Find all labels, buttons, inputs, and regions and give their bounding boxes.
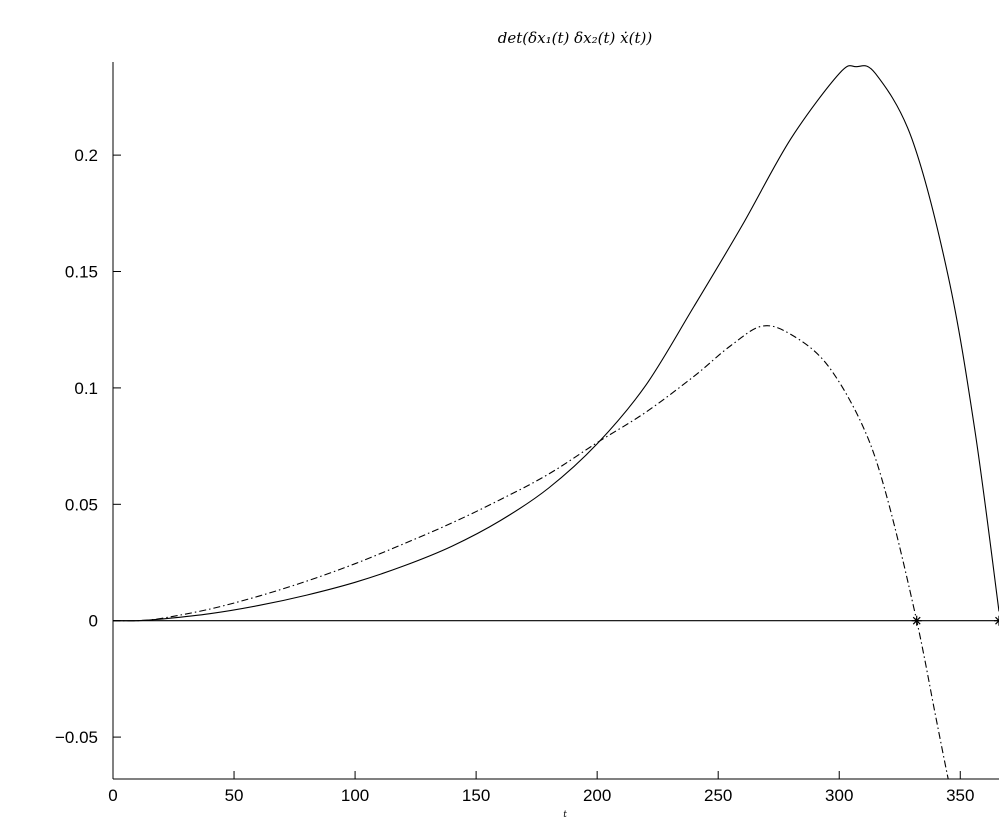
x-tick-label: 150 bbox=[462, 786, 490, 805]
y-tick-label: 0.2 bbox=[74, 146, 98, 165]
plot-area: 0 50 100 150 200 250 300 350 −0.05 0 0.05 0.1 0.15 0.… bbox=[55, 62, 999, 805]
x-axis-label: t bbox=[563, 810, 567, 818]
chart-title: det(δx₁(t) δx₂(t) ẋ(t)) bbox=[498, 29, 653, 47]
y-tick-label: 0 bbox=[89, 612, 98, 631]
y-tick-label: 0.15 bbox=[65, 263, 98, 282]
x-tick-label: 250 bbox=[704, 786, 732, 805]
x-tick-label: 50 bbox=[225, 786, 244, 805]
x-tick-label: 100 bbox=[341, 786, 369, 805]
x-tick-label: 300 bbox=[825, 786, 853, 805]
star-marker bbox=[911, 615, 922, 626]
series-line-1 bbox=[113, 65, 999, 622]
x-tick-label: 350 bbox=[946, 786, 974, 805]
x-tick-label: 0 bbox=[108, 786, 117, 805]
y-tick-label: 0.05 bbox=[65, 495, 98, 514]
star-marker bbox=[994, 615, 999, 626]
y-tick-label: −0.05 bbox=[55, 728, 98, 747]
y-tick-label: 0.1 bbox=[74, 379, 98, 398]
series-line-2 bbox=[113, 325, 949, 779]
x-tick-label: 200 bbox=[583, 786, 611, 805]
